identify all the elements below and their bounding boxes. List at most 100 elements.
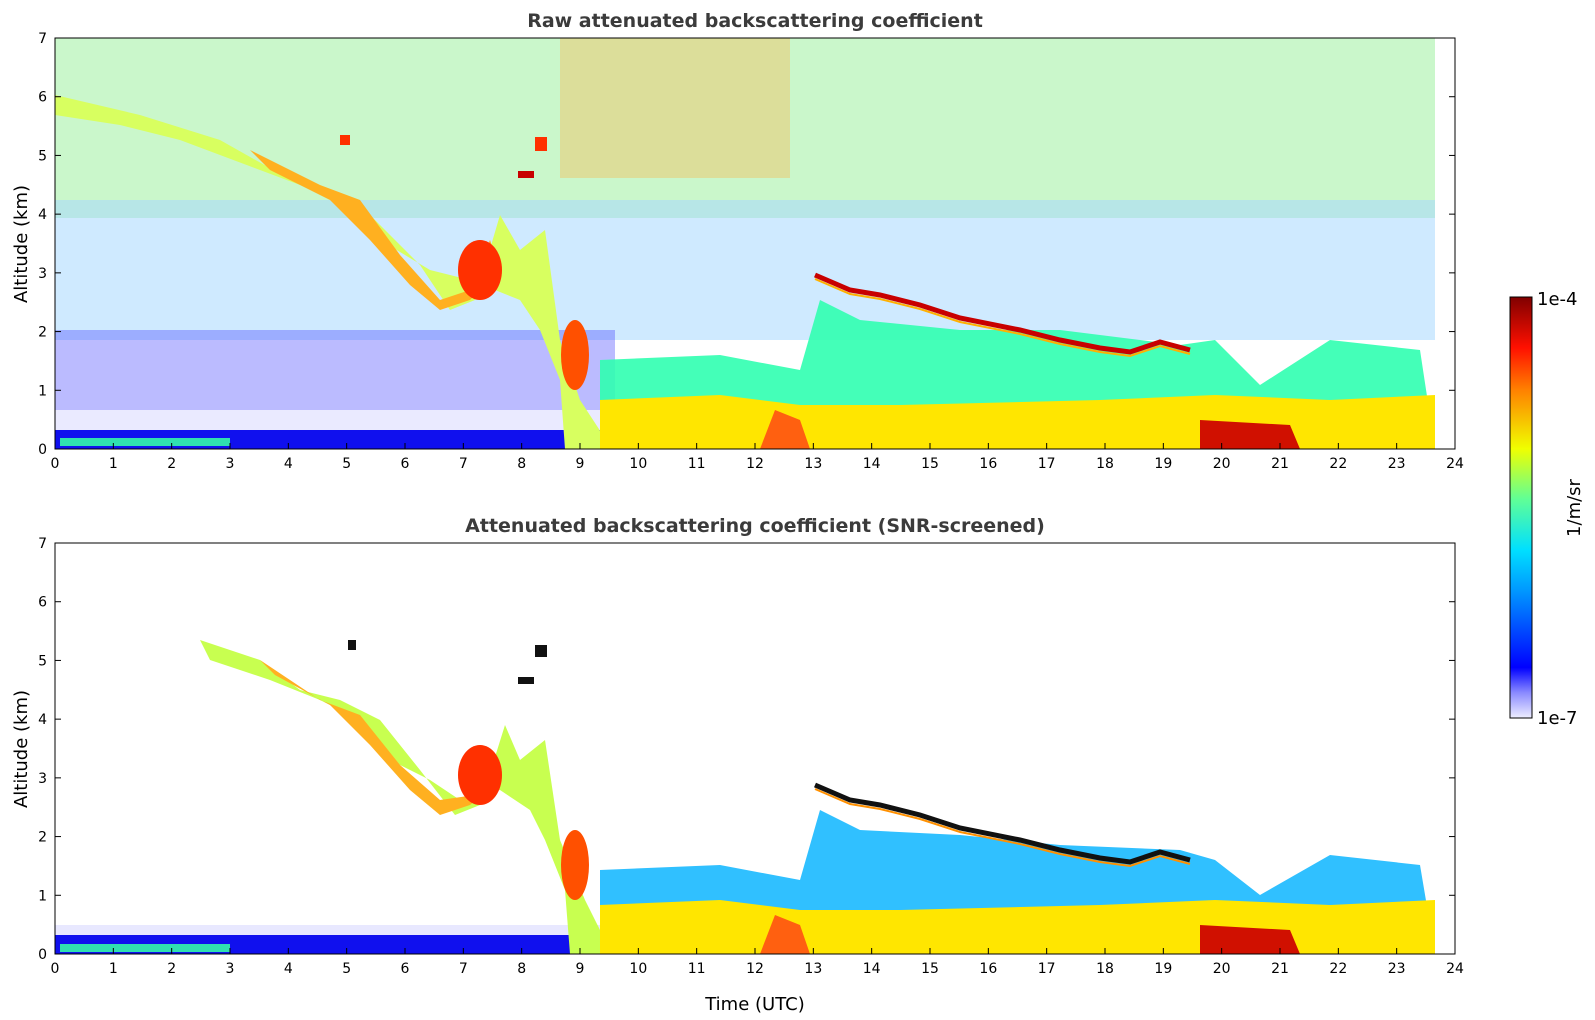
- screened-x-tick-label: 11: [688, 961, 706, 977]
- raw-x-tick-label: 0: [51, 456, 60, 472]
- screened-x-tick-label: 12: [746, 961, 764, 977]
- raw-x-tick-label: 16: [979, 456, 997, 472]
- screened-x-tick-label: 16: [979, 961, 997, 977]
- screened-cloud-lower-core: [561, 830, 589, 900]
- screened-x-tick-label: 24: [1446, 961, 1464, 977]
- raw-y-tick-label: 6: [38, 90, 47, 106]
- raw-panel-title: Raw attenuated backscattering coefficien…: [527, 10, 983, 32]
- raw-x-tick-label: 21: [1271, 456, 1289, 472]
- raw-x-tick-label: 11: [688, 456, 706, 472]
- screened-y-tick-label: 6: [38, 595, 47, 611]
- raw-blob-1: [340, 135, 350, 145]
- raw-x-tick-label: 18: [1096, 456, 1114, 472]
- raw-x-tick-label: 17: [1038, 456, 1056, 472]
- screened-blob-3: [518, 677, 534, 684]
- screened-x-tick-label: 14: [863, 961, 881, 977]
- screened-x-label: Time (UTC): [704, 994, 805, 1015]
- raw-blob-3: [518, 171, 534, 178]
- raw-x-tick-label: 7: [459, 456, 468, 472]
- raw-x-tick-label: 2: [167, 456, 176, 472]
- raw-x-axis: 0 1 2 3 4 5 6 7 8 9 10 11 12 13 14 15 16 17 18 19 20 21 22 23 24: [51, 443, 1464, 472]
- screened-boundary-red-left: [760, 915, 810, 954]
- raw-noise-upper: [55, 38, 1435, 218]
- screened-y-tick-label: 2: [38, 830, 47, 846]
- colorbar-max-label: 1e-4: [1537, 289, 1577, 310]
- raw-y-label: Altitude (km): [11, 185, 32, 303]
- screened-x-tick-label: 8: [517, 961, 526, 977]
- raw-x-tick-label: 5: [342, 456, 351, 472]
- screened-backscatter-panel: Attenuated backscattering coefficient (S…: [11, 515, 1464, 1015]
- raw-x-tick-label: 3: [226, 456, 235, 472]
- raw-noise-lower: [55, 330, 615, 420]
- screened-panel-title: Attenuated backscattering coefficient (S…: [465, 515, 1045, 537]
- raw-x-tick-label: 4: [284, 456, 293, 472]
- screened-x-tick-label: 10: [629, 961, 647, 977]
- screened-x-tick-label: 17: [1038, 961, 1056, 977]
- raw-cloud-core: [250, 150, 500, 310]
- colorbar-gradient: [1509, 296, 1533, 719]
- colorbar: 1e-4 1e-7 1/m/sr: [1509, 289, 1585, 729]
- screened-blob-1: [348, 640, 356, 650]
- raw-x-tick-label: 23: [1388, 456, 1406, 472]
- screened-y-tick-label: 4: [38, 712, 47, 728]
- colorbar-min-label: 1e-7: [1537, 708, 1577, 729]
- screened-y-tick-label: 0: [38, 947, 47, 963]
- screened-cloud-envelope: [200, 640, 612, 954]
- raw-y-tick-label: 3: [38, 266, 47, 282]
- raw-x-tick-label: 22: [1329, 456, 1347, 472]
- raw-boundary-red-left: [760, 410, 810, 449]
- raw-thin-layer: [814, 272, 1191, 355]
- raw-x-tick-label: 1: [109, 456, 118, 472]
- screened-x-tick-label: 0: [51, 961, 60, 977]
- screened-cloud-max: [458, 745, 502, 805]
- raw-x-tick-label: 20: [1213, 456, 1231, 472]
- raw-surface-green: [60, 438, 230, 446]
- colorbar-unit-label: 1/m/sr: [1564, 478, 1585, 536]
- raw-noise-middle: [55, 200, 1435, 340]
- raw-y-tick-label: 4: [38, 207, 47, 223]
- screened-boundary-red-right: [1200, 925, 1300, 954]
- screened-x-tick-label: 19: [1154, 961, 1172, 977]
- raw-boundary-yellow: [600, 395, 1435, 449]
- raw-y-axis: 0 1 2 3 4 5 6 7: [38, 31, 1455, 458]
- screened-thin-layer-edge: [814, 788, 1191, 868]
- raw-noise-orange: [560, 38, 790, 178]
- raw-x-tick-label: 15: [921, 456, 939, 472]
- screened-x-tick-label: 2: [167, 961, 176, 977]
- screened-x-tick-label: 15: [921, 961, 939, 977]
- raw-x-tick-label: 19: [1154, 456, 1172, 472]
- raw-y-tick-label: 1: [38, 383, 47, 399]
- screened-x-tick-label: 6: [401, 961, 410, 977]
- raw-y-tick-label: 5: [38, 148, 47, 164]
- raw-boundary-red-right: [1200, 420, 1300, 449]
- screened-x-tick-label: 23: [1388, 961, 1406, 977]
- raw-x-tick-label: 24: [1446, 456, 1464, 472]
- screened-x-tick-label: 9: [576, 961, 585, 977]
- screened-x-tick-label: 20: [1213, 961, 1231, 977]
- screened-x-tick-label: 21: [1271, 961, 1289, 977]
- screened-x-tick-label: 13: [804, 961, 822, 977]
- screened-x-tick-label: 5: [342, 961, 351, 977]
- raw-x-tick-label: 13: [804, 456, 822, 472]
- raw-x-tick-label: 14: [863, 456, 881, 472]
- screened-y-tick-label: 7: [38, 536, 47, 552]
- screened-x-tick-label: 3: [226, 961, 235, 977]
- raw-backscatter-panel: Raw attenuated backscattering coefficien…: [11, 10, 1464, 472]
- raw-x-tick-label: 9: [576, 456, 585, 472]
- screened-boundary-yellow: [600, 900, 1435, 954]
- screened-x-tick-label: 18: [1096, 961, 1114, 977]
- screened-blob-2: [535, 645, 547, 657]
- screened-x-tick-label: 7: [459, 961, 468, 977]
- raw-x-tick-label: 8: [517, 456, 526, 472]
- screened-y-label: Altitude (km): [11, 690, 32, 808]
- screened-surface-green: [60, 944, 230, 952]
- raw-y-tick-label: 2: [38, 325, 47, 341]
- raw-y-tick-label: 7: [38, 31, 47, 47]
- raw-thin-layer-edge: [814, 278, 1191, 358]
- screened-x-axis: 0 1 2 3 4 5 6 7 8 9 10 11 12 13 14 15 16 17 18 19 20 21 22 23 24: [51, 948, 1464, 977]
- screened-y-tick-label: 5: [38, 653, 47, 669]
- raw-x-tick-label: 12: [746, 456, 764, 472]
- raw-x-tick-label: 10: [629, 456, 647, 472]
